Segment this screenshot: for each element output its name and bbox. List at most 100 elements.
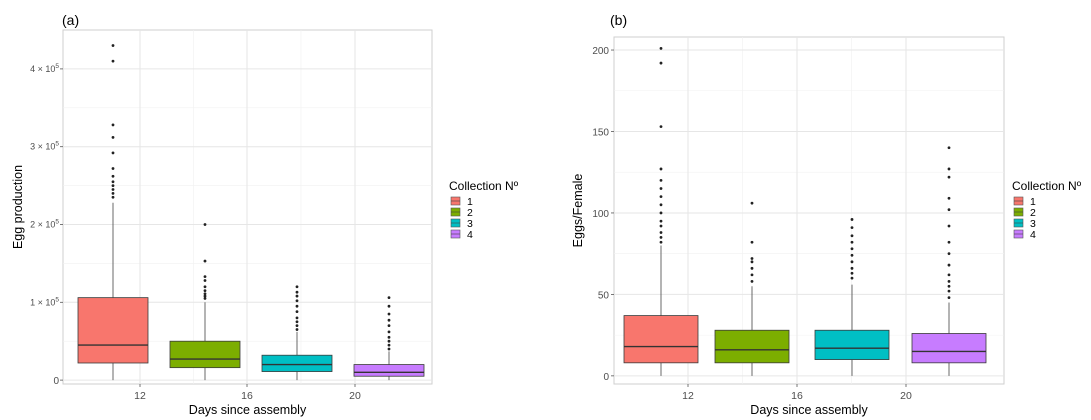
outlier-point <box>850 240 854 244</box>
y-tick-label: 3 × 105 <box>30 141 59 152</box>
outlier-point <box>659 195 663 199</box>
panel-label: (b) <box>610 12 627 28</box>
outlier-point <box>947 240 951 244</box>
outlier-point <box>947 263 951 267</box>
outlier-point <box>203 275 207 279</box>
y-axis-title: Egg production <box>11 165 25 249</box>
legend-entry-label: 2 <box>467 207 473 219</box>
outlier-point <box>203 289 207 293</box>
outlier-point <box>295 310 299 314</box>
y-tick-label: 50 <box>598 290 610 301</box>
legend-title: Collection Nº <box>1012 179 1082 193</box>
outlier-point <box>203 279 207 282</box>
outlier-point <box>111 184 115 188</box>
outlier-point <box>750 266 754 270</box>
y-tick-label: 150 <box>592 127 609 138</box>
outlier-point <box>850 266 854 270</box>
legend-title: Collection Nº <box>449 179 519 193</box>
outlier-point <box>387 304 391 308</box>
x-tick-label: 20 <box>349 390 361 402</box>
outlier-point <box>387 330 391 334</box>
outlier-point <box>203 297 207 300</box>
outlier-point <box>659 211 663 215</box>
outlier-point <box>750 279 754 283</box>
outlier-point <box>750 273 754 277</box>
outlier-point <box>203 292 207 296</box>
outlier-point <box>659 187 663 190</box>
outlier-point <box>850 253 854 257</box>
y-tick-label: 100 <box>592 209 609 220</box>
legend-entry-label: 1 <box>1030 196 1036 208</box>
outlier-point <box>295 328 299 331</box>
y-tick-label: 4 × 105 <box>30 63 59 74</box>
box-collection-3 <box>261 354 333 372</box>
outlier-point <box>203 259 207 263</box>
outlier-point <box>947 279 951 283</box>
outlier-point <box>850 271 854 275</box>
legend-entry-label: 2 <box>1030 207 1036 219</box>
outlier-point <box>947 273 951 277</box>
box-collection-3 <box>814 329 890 360</box>
outlier-point <box>947 196 951 200</box>
outlier-point <box>111 44 115 47</box>
y-tick-label: 0 <box>603 372 609 383</box>
outlier-point <box>295 294 299 298</box>
outlier-point <box>659 61 663 65</box>
outlier-point <box>750 240 754 244</box>
outlier-point <box>111 188 115 191</box>
outlier-point <box>387 296 391 300</box>
y-tick-label: 200 <box>592 46 609 57</box>
x-tick-label: 16 <box>241 390 253 402</box>
outlier-point <box>295 324 299 328</box>
x-axis-title: Days since assembly <box>750 403 868 417</box>
y-tick-label: 0 <box>53 376 59 387</box>
y-axis-title: Eggs/Female <box>571 174 585 248</box>
outlier-point <box>659 224 663 228</box>
outlier-point <box>295 304 299 308</box>
box-collection-1 <box>623 315 699 364</box>
outlier-point <box>111 151 115 155</box>
outlier-point <box>111 191 115 195</box>
outlier-point <box>750 257 754 260</box>
outlier-point <box>659 235 663 239</box>
outlier-point <box>387 347 391 351</box>
box-collection-4 <box>353 364 425 377</box>
outlier-point <box>850 226 854 230</box>
box-collection-2 <box>169 340 241 369</box>
outlier-point <box>111 195 115 199</box>
outlier-point <box>387 324 391 328</box>
outlier-point <box>111 123 115 127</box>
outlier-point <box>387 335 391 339</box>
outlier-point <box>947 252 951 256</box>
outlier-point <box>850 218 854 221</box>
outlier-point <box>111 167 115 170</box>
x-tick-label: 12 <box>682 390 694 402</box>
outlier-point <box>295 290 299 294</box>
outlier-point <box>659 240 663 244</box>
outlier-point <box>947 175 951 179</box>
outlier-point <box>659 125 663 129</box>
outlier-point <box>111 59 115 63</box>
outlier-point <box>111 180 115 184</box>
y-tick-label: 2 × 105 <box>30 219 59 230</box>
outlier-point <box>947 224 951 228</box>
outlier-point <box>947 208 951 212</box>
outlier-point <box>387 339 391 343</box>
outlier-point <box>750 260 754 264</box>
outlier-point <box>659 167 663 171</box>
outlier-point <box>111 135 115 139</box>
x-tick-label: 16 <box>791 390 803 402</box>
legend-entry-label: 3 <box>467 218 473 230</box>
outlier-point <box>947 167 951 171</box>
chart-panel-b: 0 50 100 150 200 12 16 20 (b) Days since assembly… <box>571 12 1082 417</box>
outlier-point <box>850 260 854 264</box>
legend-entry-label: 4 <box>467 229 473 241</box>
outlier-point <box>295 285 299 289</box>
outlier-point <box>387 318 391 322</box>
outlier-point <box>203 285 207 289</box>
outlier-point <box>850 247 854 251</box>
outlier-point <box>659 203 663 207</box>
outlier-point <box>947 284 951 288</box>
